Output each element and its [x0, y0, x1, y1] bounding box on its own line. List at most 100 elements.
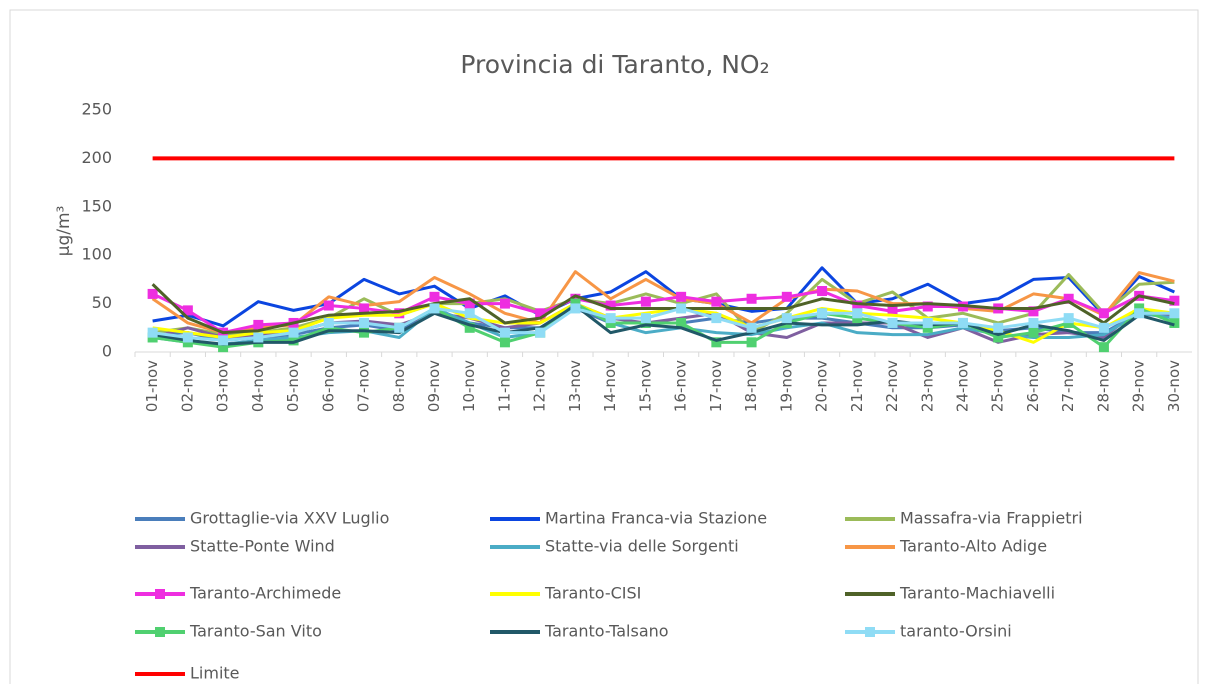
point-marker: [1028, 317, 1039, 328]
point-marker: [1063, 293, 1074, 304]
x-tick-label: 23-nov: [918, 360, 936, 412]
x-tick-label: 29-nov: [1130, 360, 1148, 412]
point-marker: [1169, 295, 1180, 306]
legend-label: Taranto-Talsano: [544, 622, 669, 641]
legend-label: Grottaglie-via XXV Luglio: [190, 509, 389, 528]
point-marker: [817, 308, 828, 319]
x-tick-label: 21-nov: [848, 360, 866, 412]
x-tick-label: 20-nov: [813, 360, 831, 412]
chart-title: Provincia di Taranto, NO₂: [460, 50, 769, 79]
point-marker: [1028, 327, 1039, 338]
point-marker: [253, 319, 264, 330]
point-marker: [394, 308, 405, 319]
point-marker: [499, 337, 510, 348]
point-marker: [852, 308, 863, 319]
legend-label: Taranto-Machiavelli: [899, 584, 1055, 603]
point-marker: [359, 317, 370, 328]
point-marker: [957, 317, 968, 328]
x-tick-label: 01-nov: [143, 360, 161, 412]
point-marker: [218, 335, 229, 346]
x-tick-label: 11-nov: [495, 360, 513, 412]
point-marker: [640, 296, 651, 307]
point-marker: [182, 332, 193, 343]
legend-label: Statte-Ponte Wind: [190, 537, 335, 556]
x-tick-label: 22-nov: [883, 360, 901, 412]
point-marker: [817, 286, 828, 297]
legend-label: Statte-via delle Sorgenti: [545, 537, 739, 556]
series-line: [152, 304, 1175, 346]
point-marker: [605, 300, 616, 311]
x-tick-label: 26-nov: [1024, 360, 1042, 412]
point-marker: [1098, 322, 1109, 333]
x-tick-label: 25-nov: [989, 360, 1007, 412]
point-marker: [535, 308, 546, 319]
series-line: [152, 302, 1175, 349]
point-marker: [711, 337, 722, 348]
point-marker: [711, 296, 722, 307]
series-line: [151, 283, 1175, 335]
legend-marker: [155, 627, 165, 637]
point-marker: [499, 298, 510, 309]
legend-label: Limite: [190, 664, 240, 683]
x-tick-label: 24-nov: [953, 360, 971, 412]
point-marker: [323, 300, 334, 311]
point-marker: [922, 301, 933, 312]
x-tick-label: 03-nov: [214, 360, 232, 412]
point-marker: [781, 291, 792, 302]
y-tick-label: 100: [81, 245, 112, 264]
point-marker: [746, 293, 757, 304]
point-marker: [1098, 308, 1109, 319]
legend-label: Taranto-CISI: [544, 584, 641, 603]
point-marker: [1098, 342, 1109, 353]
point-marker: [147, 327, 158, 338]
series-line: [152, 306, 1175, 342]
point-marker: [676, 291, 687, 302]
series-line: [152, 266, 1175, 328]
point-marker: [887, 306, 898, 317]
legend-label: Taranto-Alto Adige: [899, 537, 1047, 556]
point-marker: [323, 317, 334, 328]
point-marker: [640, 313, 651, 324]
point-marker: [288, 327, 299, 338]
point-marker: [429, 291, 440, 302]
x-tick-label: 18-nov: [742, 360, 760, 412]
point-marker: [218, 342, 229, 353]
point-marker: [993, 332, 1004, 343]
legend-label: Taranto-San Vito: [189, 622, 322, 641]
x-tick-label: 05-nov: [284, 360, 302, 412]
point-marker: [182, 305, 193, 316]
point-marker: [535, 327, 546, 338]
point-marker: [464, 322, 475, 333]
point-marker: [746, 337, 757, 348]
legend-label: taranto-Orsini: [900, 622, 1012, 641]
point-marker: [1169, 308, 1180, 319]
point-marker: [394, 322, 405, 333]
point-marker: [147, 288, 158, 299]
x-tick-label: 06-nov: [319, 360, 337, 412]
x-tick-label: 13-nov: [566, 360, 584, 412]
legend-label: Massafra-via Frappietri: [900, 509, 1083, 528]
x-tick-label: 08-nov: [390, 360, 408, 412]
point-marker: [1063, 313, 1074, 324]
point-marker: [570, 303, 581, 314]
y-axis-label: µg/m³: [54, 206, 74, 257]
x-tick-label: 04-nov: [249, 360, 267, 412]
legend-label: Taranto-Archimede: [189, 584, 341, 603]
x-tick-label: 12-nov: [531, 360, 549, 412]
chart-frame: [9, 9, 1199, 688]
y-tick-label: 250: [81, 100, 112, 119]
x-tick-label: 28-nov: [1094, 360, 1112, 412]
point-marker: [359, 327, 370, 338]
x-tick-label: 09-nov: [425, 360, 443, 412]
point-marker: [288, 335, 299, 346]
y-tick-label: 0: [102, 342, 112, 361]
y-tick-label: 150: [81, 196, 112, 215]
point-marker: [429, 303, 440, 314]
point-marker: [852, 300, 863, 311]
y-tick-label: 50: [92, 293, 112, 312]
x-tick-label: 27-nov: [1059, 360, 1077, 412]
point-marker: [464, 298, 475, 309]
point-marker: [1134, 308, 1145, 319]
x-tick-label: 16-nov: [672, 360, 690, 412]
x-tick-label: 15-nov: [636, 360, 654, 412]
